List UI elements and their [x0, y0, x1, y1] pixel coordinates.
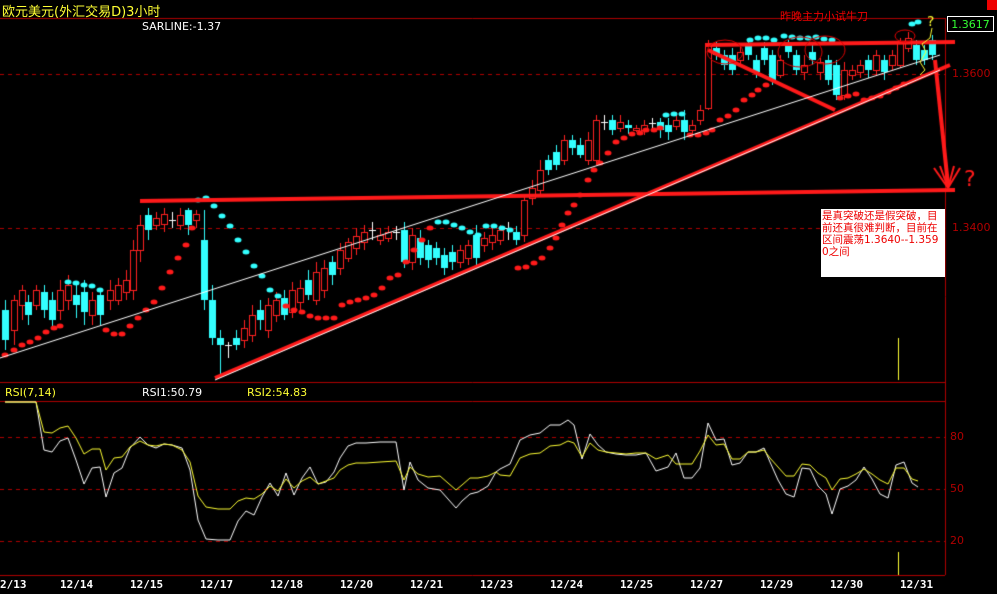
last-price-badge: 1.3617 [947, 16, 994, 32]
x-label: 12/30 [830, 578, 864, 591]
rsi-level-20: 20 [950, 534, 964, 547]
x-label: 12/29 [760, 578, 794, 591]
x-label: 12/14 [60, 578, 94, 591]
rsi-panel-title: RSI(7,14) [5, 386, 56, 399]
sarline-indicator-label: SARLINE:-1.37 [142, 20, 222, 33]
x-label: 12/15 [130, 578, 164, 591]
rsi1-value-label: RSI1:50.79 [142, 386, 203, 399]
x-label: 12/27 [690, 578, 724, 591]
price-axis-label-2: 1.3400 [952, 221, 991, 234]
x-label: 12/24 [550, 578, 584, 591]
x-label: 12/18 [270, 578, 304, 591]
x-label: 12/23 [480, 578, 514, 591]
x-label: 12/25 [620, 578, 654, 591]
chart-title: 欧元美元(外汇交易D)3小时 [2, 5, 161, 20]
corner-red-marker [987, 0, 997, 10]
x-label: 12/20 [340, 578, 374, 591]
rsi-level-50: 50 [950, 482, 964, 495]
rsi-level-80: 80 [950, 430, 964, 443]
x-label: 12/21 [410, 578, 444, 591]
annotation-top-text: 昨晚主力小试牛刀 [780, 10, 868, 23]
rsi2-value-label: RSI2:54.83 [247, 386, 308, 399]
x-label: 12/31 [900, 578, 934, 591]
x-label: 12/17 [200, 578, 234, 591]
annotation-note-box: 是真突破还是假突破，目前还真很难判断，目前在区间震荡1.3640--1.3590… [821, 209, 945, 277]
x-label: 2/13 [0, 578, 27, 591]
price-axis-label-1: 1.3600 [952, 67, 991, 80]
